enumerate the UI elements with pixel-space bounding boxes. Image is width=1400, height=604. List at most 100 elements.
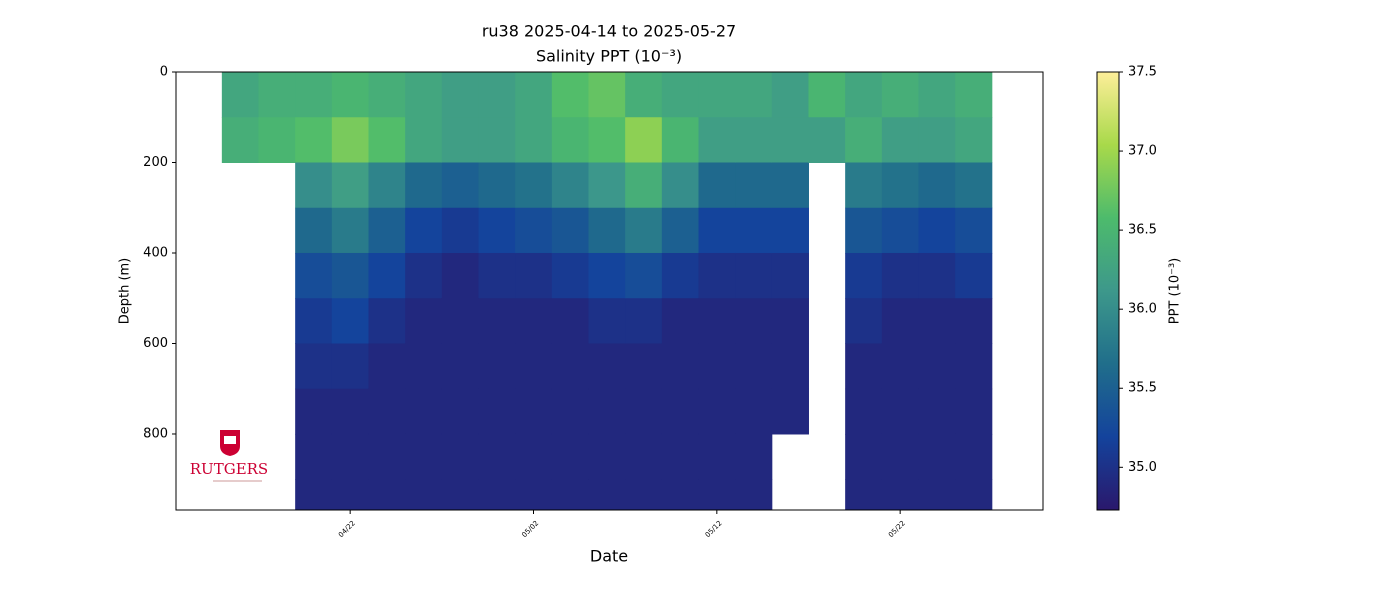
heatmap-cell — [845, 252, 883, 299]
heatmap-cell — [625, 298, 663, 344]
heatmap-cell — [551, 298, 589, 344]
heatmap-cell — [551, 207, 589, 254]
heatmap-cell — [661, 72, 699, 118]
heatmap-cell — [588, 252, 626, 299]
heatmap-cell — [295, 298, 333, 344]
heatmap-cell — [368, 117, 406, 163]
heatmap-cell — [735, 117, 773, 163]
logo-text: RUTGERS — [190, 460, 268, 478]
heatmap-cell — [331, 72, 369, 118]
heatmap-cell — [258, 72, 296, 118]
heatmap-cell — [478, 207, 516, 254]
heatmap-cell — [441, 343, 479, 390]
heatmap-cell — [295, 433, 333, 480]
heatmap-cell — [331, 207, 369, 254]
heatmap-cell — [221, 72, 259, 118]
heatmap-cell — [881, 117, 919, 163]
heatmap-cell — [368, 479, 406, 511]
heatmap-cell — [845, 117, 883, 163]
heatmap-cell — [881, 207, 919, 254]
heatmap-cell — [661, 298, 699, 344]
logo: RUTGERS — [190, 430, 268, 482]
heatmap-cell — [368, 343, 406, 390]
heatmap-cell — [698, 117, 736, 163]
heatmap-cell — [661, 479, 699, 511]
heatmap-cell — [441, 117, 479, 163]
heatmap-cell — [588, 162, 626, 209]
heatmap-cell — [295, 388, 333, 435]
heatmap-cell — [918, 207, 956, 254]
heatmap-cell — [845, 207, 883, 254]
heatmap-cell — [845, 162, 883, 209]
heatmap-cell — [881, 298, 919, 344]
heatmap-cell — [881, 252, 919, 299]
colorbar-label: PPT (10⁻³) — [1168, 258, 1183, 325]
heatmap-cell — [845, 479, 883, 511]
heatmap-cell — [441, 298, 479, 344]
heatmap-cell — [368, 72, 406, 118]
heatmap-cell — [221, 117, 259, 163]
y-tick-label: 0 — [160, 65, 168, 80]
heatmap-cell — [698, 162, 736, 209]
heatmap-cell — [661, 117, 699, 163]
heatmap-cell — [771, 117, 809, 163]
heatmap-cell — [478, 162, 516, 209]
heatmap-cell — [478, 117, 516, 163]
heatmap-cell — [515, 479, 553, 511]
heatmap-cell — [331, 252, 369, 299]
heatmap-cell — [955, 117, 993, 163]
heatmap-cell — [918, 162, 956, 209]
heatmap-cell — [441, 72, 479, 118]
heatmap-cell — [625, 72, 663, 118]
heatmap-cell — [881, 479, 919, 511]
heatmap-cell — [955, 252, 993, 299]
heatmap-cell — [441, 252, 479, 299]
heatmap-cell — [551, 479, 589, 511]
heatmap-cell — [441, 162, 479, 209]
heatmap-cell — [441, 207, 479, 254]
heatmap-cell — [295, 207, 333, 254]
heatmap-cell — [845, 343, 883, 390]
heatmap-cell — [478, 298, 516, 344]
heatmap-cell — [515, 388, 553, 435]
heatmap-cell — [698, 207, 736, 254]
logo-shield-detail — [224, 436, 236, 444]
heatmap-cell — [588, 72, 626, 118]
heatmap-cell — [918, 117, 956, 163]
heatmap-cell — [478, 433, 516, 480]
x-axis-label: Date — [590, 547, 628, 566]
heatmap-cell — [955, 207, 993, 254]
heatmap-cell — [661, 252, 699, 299]
heatmap-cell — [881, 72, 919, 118]
heatmap-cell — [955, 433, 993, 480]
heatmap-cell — [441, 388, 479, 435]
heatmap-cell — [661, 207, 699, 254]
heatmap-cell — [405, 252, 443, 299]
heatmap-cell — [845, 72, 883, 118]
y-tick-label: 600 — [143, 336, 168, 351]
colorbar-tick-label: 37.5 — [1128, 65, 1157, 80]
heatmap-cell — [515, 433, 553, 480]
heatmap-cell — [661, 343, 699, 390]
heatmap-cell — [295, 72, 333, 118]
y-axis-label: Depth (m) — [118, 258, 133, 325]
heatmap-cell — [478, 72, 516, 118]
y-tick-label: 400 — [143, 245, 168, 260]
colorbar-tick-label: 37.0 — [1128, 144, 1157, 159]
heatmap-cell — [405, 298, 443, 344]
heatmap-cell — [918, 252, 956, 299]
heatmap-cell — [845, 433, 883, 480]
heatmap-cell — [551, 252, 589, 299]
heatmap-cell — [698, 479, 736, 511]
heatmap-cell — [368, 207, 406, 254]
heatmap-cell — [588, 298, 626, 344]
y-tick-label: 800 — [143, 426, 168, 441]
heatmap-cell — [771, 298, 809, 344]
heatmap-cell — [295, 343, 333, 390]
x-tick-label: 05/22 — [887, 519, 907, 539]
heatmap-cell — [295, 479, 333, 511]
heatmap-cell — [368, 162, 406, 209]
chart-subtitle: Salinity PPT (10⁻³) — [536, 47, 682, 66]
heatmap-cell — [441, 479, 479, 511]
